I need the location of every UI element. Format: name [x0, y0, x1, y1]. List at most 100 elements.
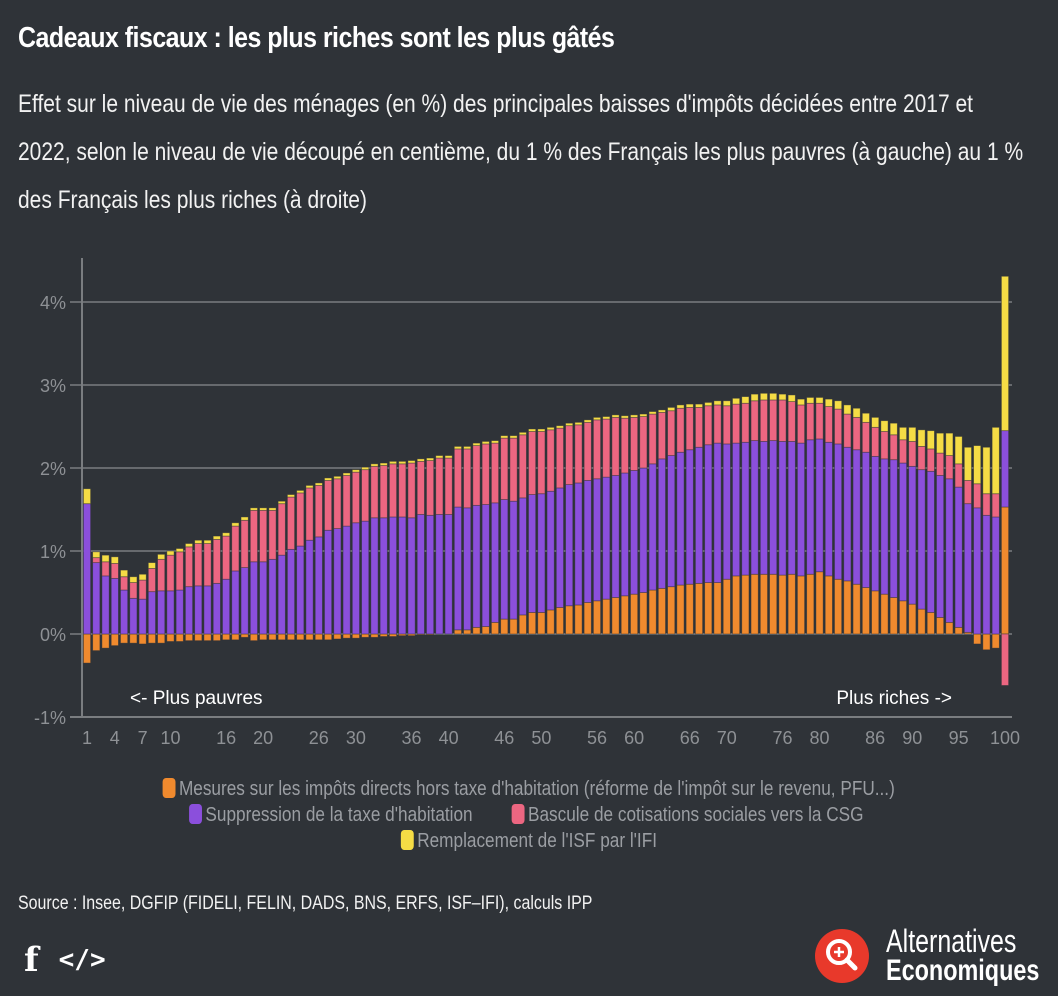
legend-item-housing-tax[interactable]: Suppression de la taxe d'habitation	[188, 802, 472, 828]
bar-group-74	[759, 392, 768, 635]
bar-group-55	[583, 419, 592, 635]
bar-segment-orange	[973, 633, 982, 645]
x-tick-label: 30	[346, 728, 366, 748]
bar-segment-purple	[361, 520, 370, 635]
bar-segment-orange	[630, 593, 639, 635]
bar-segment-pink	[824, 406, 833, 443]
legend-item-direct-taxes[interactable]: Mesures sur les impôts directs hors taxe…	[162, 776, 895, 802]
bar-segment-orange	[945, 621, 954, 635]
bar-segment-pink	[732, 403, 741, 444]
bar-segment-pink	[286, 496, 295, 550]
bar-segment-orange	[361, 633, 370, 638]
bar-segment-yellow	[871, 416, 880, 428]
bar-segment-orange	[203, 633, 212, 642]
bar-segment-orange	[268, 633, 277, 641]
bar-segment-yellow	[101, 554, 110, 563]
bar-segment-purple	[324, 529, 333, 635]
bar-group-95	[954, 436, 963, 635]
bar-segment-yellow	[463, 446, 472, 450]
x-tick-label: 86	[865, 728, 885, 748]
bar-segment-orange	[648, 589, 657, 635]
bar-group-22	[277, 500, 286, 641]
bar-segment-yellow	[472, 442, 481, 446]
bar-segment-orange	[991, 633, 1000, 649]
bar-segment-purple	[973, 507, 982, 635]
x-tick-label: 95	[949, 728, 969, 748]
bar-segment-pink	[509, 437, 518, 502]
bar-segment-yellow	[787, 394, 796, 403]
bar-segment-pink	[667, 410, 676, 456]
bar-segment-purple	[101, 575, 110, 635]
embed-code-icon[interactable]: </>	[58, 945, 106, 975]
bar-group-62	[648, 411, 657, 635]
x-tick-label: 10	[160, 728, 180, 748]
x-tick-label: 16	[216, 728, 236, 748]
bar-segment-pink	[722, 405, 731, 445]
bar-segment-purple	[555, 487, 564, 608]
bar-segment-yellow	[379, 462, 388, 466]
bar-group-50	[537, 428, 546, 635]
bar-segment-pink	[528, 431, 537, 495]
annotation-richer: Plus riches ->	[836, 688, 952, 709]
bar-segment-purple	[379, 517, 388, 635]
x-tick-label: 56	[587, 728, 607, 748]
bar-segment-yellow	[342, 472, 351, 476]
bar-segment-orange	[583, 602, 592, 635]
bar-segment-yellow	[157, 553, 166, 560]
bar-segment-orange	[351, 633, 360, 639]
bar-segment-purple	[657, 458, 666, 589]
bar-segment-purple	[667, 455, 676, 588]
bar-segment-orange	[824, 575, 833, 635]
bar-segment-yellow	[565, 422, 574, 427]
bar-segment-yellow	[555, 425, 564, 429]
bar-segment-purple	[963, 503, 972, 633]
bar-segment-yellow	[129, 576, 138, 583]
bar-segment-orange	[500, 618, 509, 635]
bar-segment-orange	[759, 573, 768, 635]
bar-segment-orange	[797, 575, 806, 635]
bar-segment-yellow	[444, 455, 453, 459]
bar-segment-purple	[936, 475, 945, 618]
bar-segment-orange	[138, 633, 147, 645]
bar-segment-purple	[370, 517, 379, 635]
facebook-icon[interactable]: f	[24, 940, 39, 980]
bar-segment-yellow	[611, 414, 620, 418]
bar-group-24	[296, 490, 305, 641]
bar-segment-orange	[732, 575, 741, 635]
bar-segment-orange	[286, 633, 295, 641]
bar-group-13	[194, 539, 203, 642]
bar-segment-purple	[351, 522, 360, 635]
bar-segment-orange	[954, 626, 963, 635]
bar-segment-orange	[852, 583, 861, 635]
bar-group-44	[481, 441, 490, 635]
legend-item-isf-ifi[interactable]: Remplacement de l'ISF par l'IFI	[400, 828, 657, 854]
bar-segment-pink	[370, 465, 379, 519]
bar-segment-purple	[787, 441, 796, 575]
bar-group-9	[157, 553, 166, 644]
bar-group-43	[472, 442, 481, 635]
bar-segment-orange	[1001, 506, 1010, 635]
bar-group-57	[602, 416, 611, 635]
bar-segment-orange	[815, 571, 824, 635]
bar-group-37	[416, 458, 425, 636]
chart-subtitle: Effet sur le niveau de vie des ménages (…	[18, 90, 1024, 214]
bar-segment-orange	[249, 633, 258, 642]
bar-segment-yellow	[212, 535, 221, 540]
bar-segment-pink	[880, 431, 889, 460]
bar-group-61	[639, 413, 648, 635]
bar-segment-pink	[472, 445, 481, 506]
bar-segment-purple	[778, 441, 787, 576]
legend-item-csg[interactable]: Bascule de cotisations sociales vers la …	[511, 802, 864, 828]
annotation-poorer: <- Plus pauvres	[130, 688, 263, 709]
bar-segment-orange	[834, 578, 843, 635]
bar-segment-pink	[926, 448, 935, 472]
bar-group-67	[695, 403, 704, 635]
bar-segment-purple	[305, 539, 314, 635]
brand-logo[interactable]: Alternatives Economiques	[814, 925, 1058, 986]
bar-segment-orange	[806, 573, 815, 635]
x-tick-label: 20	[253, 728, 273, 748]
bar-segment-purple	[203, 585, 212, 635]
bar-segment-orange	[936, 616, 945, 635]
bar-segment-purple	[509, 500, 518, 620]
bar-group-45	[490, 440, 499, 635]
